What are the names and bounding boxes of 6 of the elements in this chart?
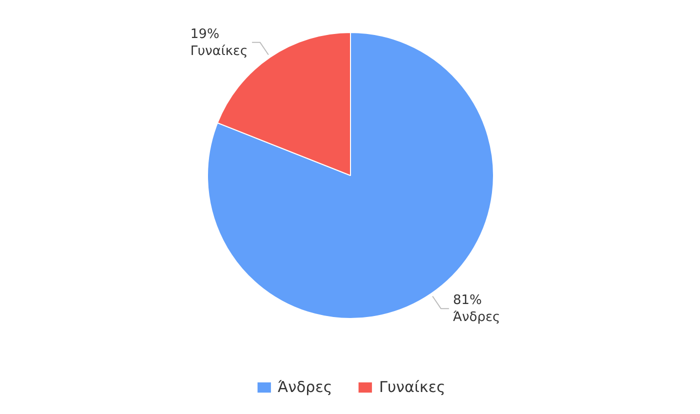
legend-label: Άνδρες [278, 378, 332, 396]
legend-label: Γυναίκες [379, 378, 446, 396]
data-label: 19% [190, 26, 220, 42]
slice-label: Γυναίκες [190, 44, 248, 59]
data-label: 81% [452, 293, 482, 308]
slice-label: Άνδρες [452, 310, 500, 326]
